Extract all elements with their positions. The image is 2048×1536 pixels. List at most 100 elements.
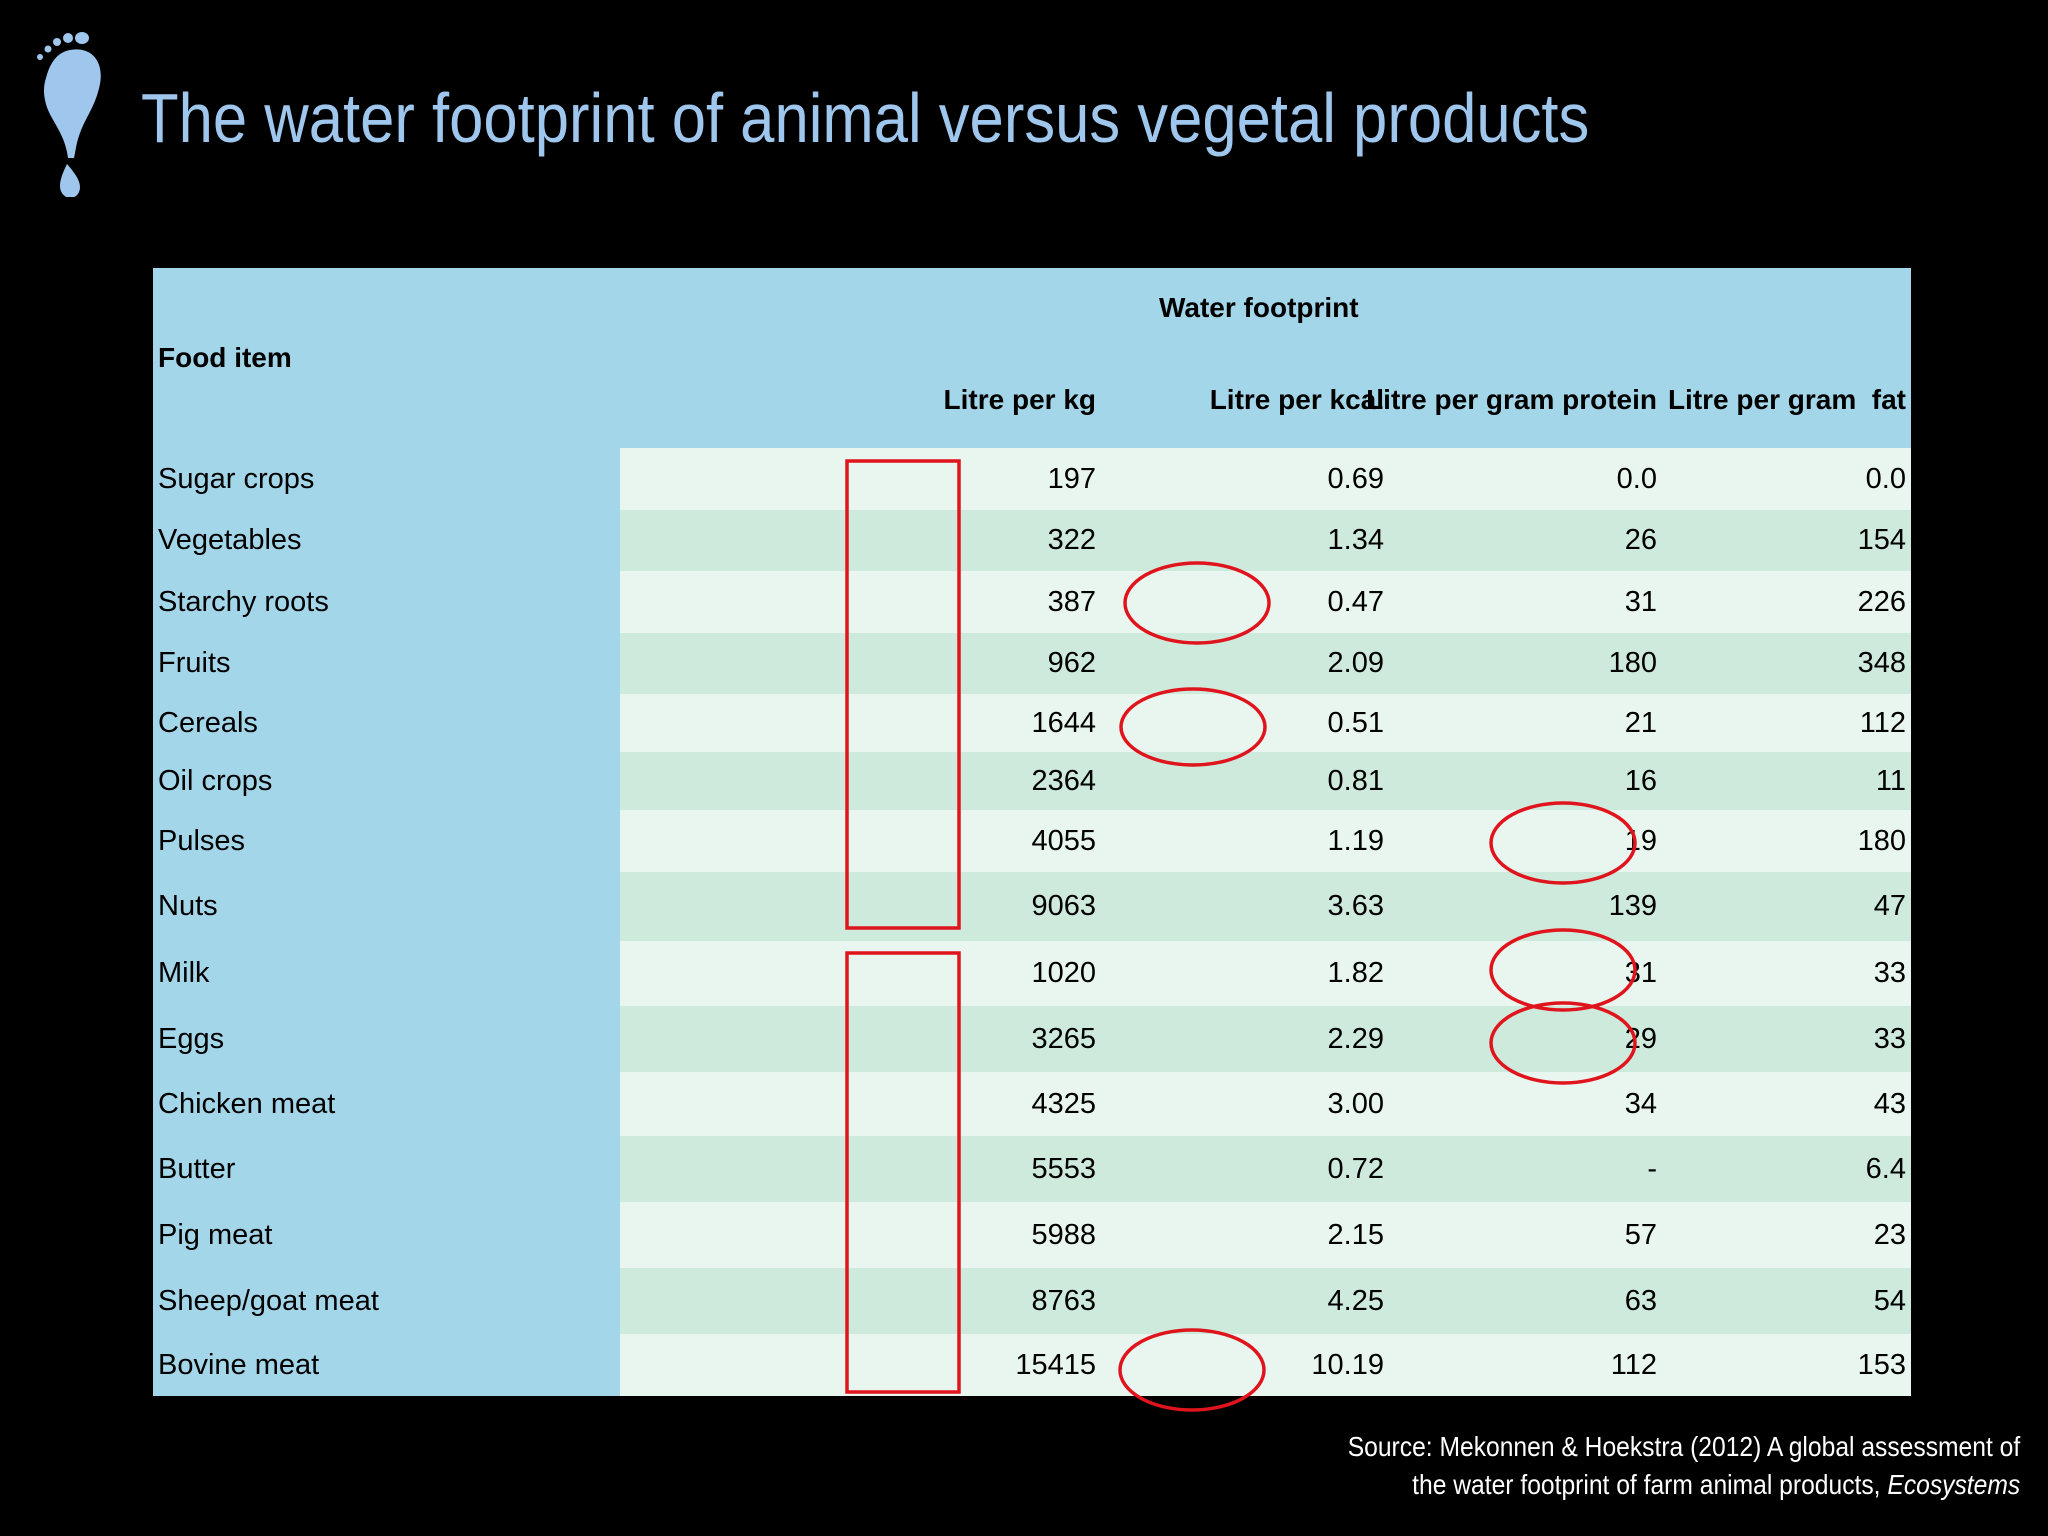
- footprint-drop-logo-icon: [37, 32, 101, 197]
- row-band: [620, 633, 1911, 694]
- row-band: [620, 510, 1911, 571]
- cell-litre-per-gram-protein: 112: [1610, 1349, 1657, 1381]
- table-row: Oil crops 2364 0.81 16 11: [153, 752, 1911, 810]
- cell-litre-per-gram-protein: 34: [1624, 1088, 1657, 1120]
- cell-litre-per-kcal: 3.00: [1327, 1088, 1384, 1120]
- cell-litre-per-gram-fat: 226: [1857, 586, 1906, 618]
- row-band: [620, 448, 1911, 510]
- cell-litre-per-kg: 9063: [1031, 890, 1096, 922]
- row-band: [620, 1136, 1911, 1202]
- cell-litre-per-gram-protein: 180: [1608, 647, 1657, 679]
- cell-litre-per-gram-fat: 154: [1857, 524, 1906, 556]
- cell-litre-per-kg: 962: [1047, 647, 1096, 679]
- table-row: Bovine meat 15415 10.19 112 153: [153, 1334, 1911, 1396]
- cell-litre-per-kg: 4055: [1031, 825, 1096, 857]
- cell-litre-per-kcal: 2.29: [1327, 1023, 1384, 1055]
- food-item-name: Eggs: [158, 1023, 225, 1055]
- cell-litre-per-gram-protein: 16: [1624, 765, 1657, 797]
- row-band: [620, 1334, 1911, 1396]
- table-row: Vegetables 322 1.34 26 154: [153, 510, 1911, 571]
- table-row: Pig meat 5988 2.15 57 23: [153, 1202, 1911, 1268]
- food-item-name: Oil crops: [158, 765, 273, 797]
- cell-litre-per-kg: 8763: [1031, 1285, 1096, 1317]
- cell-litre-per-gram-protein: 31: [1624, 957, 1657, 989]
- cell-litre-per-kcal: 0.47: [1327, 586, 1384, 618]
- cell-litre-per-gram-fat: 47: [1873, 890, 1906, 922]
- row-band: [620, 1202, 1911, 1268]
- col-header-litre-per-gram-fat: Litre per gram fat: [1667, 384, 1906, 415]
- cell-litre-per-gram-protein: 31: [1624, 586, 1657, 618]
- water-footprint-header: Water footprint: [1159, 292, 1359, 323]
- cell-litre-per-kg: 197: [1047, 463, 1096, 495]
- cell-litre-per-kcal: 2.15: [1327, 1219, 1384, 1251]
- cell-litre-per-kg: 5553: [1031, 1153, 1096, 1185]
- food-item-header: Food item: [158, 342, 292, 373]
- table-row: Butter 5553 0.72 - 6.4: [153, 1136, 1911, 1202]
- slide-title: The water footprint of animal versus veg…: [141, 79, 1590, 157]
- col-header-litre-per-kcal: Litre per kcal: [1209, 384, 1384, 415]
- cell-litre-per-gram-fat: 23: [1873, 1219, 1906, 1251]
- cell-litre-per-kcal: 0.72: [1327, 1153, 1384, 1185]
- cell-litre-per-gram-protein: 19: [1624, 825, 1657, 857]
- cell-litre-per-kg: 3265: [1031, 1023, 1096, 1055]
- row-band: [620, 1072, 1911, 1136]
- cell-litre-per-kcal: 4.25: [1327, 1285, 1384, 1317]
- table-row: Eggs 3265 2.29 29 33: [153, 1006, 1911, 1072]
- cell-litre-per-gram-protein: 139: [1608, 890, 1657, 922]
- cell-litre-per-kcal: 0.69: [1327, 463, 1384, 495]
- table-row: Cereals 1644 0.51 21 112: [153, 694, 1911, 752]
- table-row: Starchy roots 387 0.47 31 226: [153, 571, 1911, 633]
- food-item-name: Vegetables: [158, 524, 302, 556]
- table-row: Sheep/goat meat 8763 4.25 63 54: [153, 1268, 1911, 1334]
- row-band: [620, 752, 1911, 810]
- cell-litre-per-gram-protein: -: [1647, 1153, 1657, 1185]
- food-item-name: Butter: [158, 1153, 236, 1185]
- cell-litre-per-kg: 15415: [1015, 1349, 1096, 1381]
- cell-litre-per-gram-fat: 33: [1873, 957, 1906, 989]
- row-band: [620, 810, 1911, 872]
- cell-litre-per-gram-fat: 348: [1857, 647, 1906, 679]
- source-line-1: Source: Mekonnen & Hoekstra (2012) A glo…: [1347, 1431, 2020, 1462]
- cell-litre-per-kcal: 3.63: [1327, 890, 1384, 922]
- cell-litre-per-gram-protein: 57: [1624, 1219, 1657, 1251]
- cell-litre-per-gram-protein: 0.0: [1616, 463, 1657, 495]
- cell-litre-per-kg: 387: [1047, 586, 1096, 618]
- table-row: Nuts 9063 3.63 139 47: [153, 872, 1911, 941]
- cell-litre-per-gram-fat: 11: [1875, 765, 1906, 797]
- food-item-name: Pulses: [158, 825, 246, 857]
- table-row: Sugar crops 197 0.69 0.0 0.0: [153, 448, 1911, 510]
- cell-litre-per-gram-fat: 153: [1857, 1349, 1906, 1381]
- cell-litre-per-gram-fat: 6.4: [1865, 1153, 1906, 1185]
- row-band: [620, 694, 1911, 752]
- cell-litre-per-gram-fat: 0.0: [1865, 463, 1906, 495]
- food-item-name: Starchy roots: [158, 586, 329, 618]
- food-item-name: Pig meat: [158, 1219, 273, 1251]
- cell-litre-per-kcal: 1.19: [1327, 825, 1384, 857]
- source-journal: Ecosystems: [1887, 1469, 2020, 1500]
- source-line-2: the water footprint of farm animal produ…: [1348, 1466, 2020, 1504]
- table-row: Fruits 962 2.09 180 348: [153, 633, 1911, 694]
- cell-litre-per-gram-fat: 180: [1857, 825, 1906, 857]
- food-item-name: Sheep/goat meat: [158, 1285, 379, 1317]
- cell-litre-per-kg: 5988: [1031, 1219, 1096, 1251]
- food-item-name: Cereals: [158, 707, 258, 739]
- row-band: [620, 941, 1911, 1006]
- source-citation: Source: Mekonnen & Hoekstra (2012) A glo…: [1348, 1428, 2020, 1504]
- cell-litre-per-kcal: 2.09: [1327, 647, 1384, 679]
- cell-litre-per-gram-protein: 63: [1624, 1285, 1657, 1317]
- cell-litre-per-kcal: 1.34: [1327, 524, 1384, 556]
- col-header-litre-per-kg: Litre per kg: [943, 384, 1096, 415]
- row-band: [620, 1006, 1911, 1072]
- cell-litre-per-kg: 1020: [1031, 957, 1096, 989]
- row-band: [620, 1268, 1911, 1334]
- cell-litre-per-gram-fat: 33: [1873, 1023, 1906, 1055]
- row-band: [620, 571, 1911, 633]
- cell-litre-per-gram-fat: 43: [1873, 1088, 1906, 1120]
- cell-litre-per-kcal: 0.51: [1327, 707, 1384, 739]
- col-header-litre-per-gram-protein: Litre per gram protein: [1366, 384, 1657, 415]
- cell-litre-per-kcal: 10.19: [1311, 1349, 1384, 1381]
- cell-litre-per-kcal: 1.82: [1327, 957, 1384, 989]
- table-row: Chicken meat 4325 3.00 34 43: [153, 1072, 1911, 1136]
- cell-litre-per-kg: 2364: [1031, 765, 1096, 797]
